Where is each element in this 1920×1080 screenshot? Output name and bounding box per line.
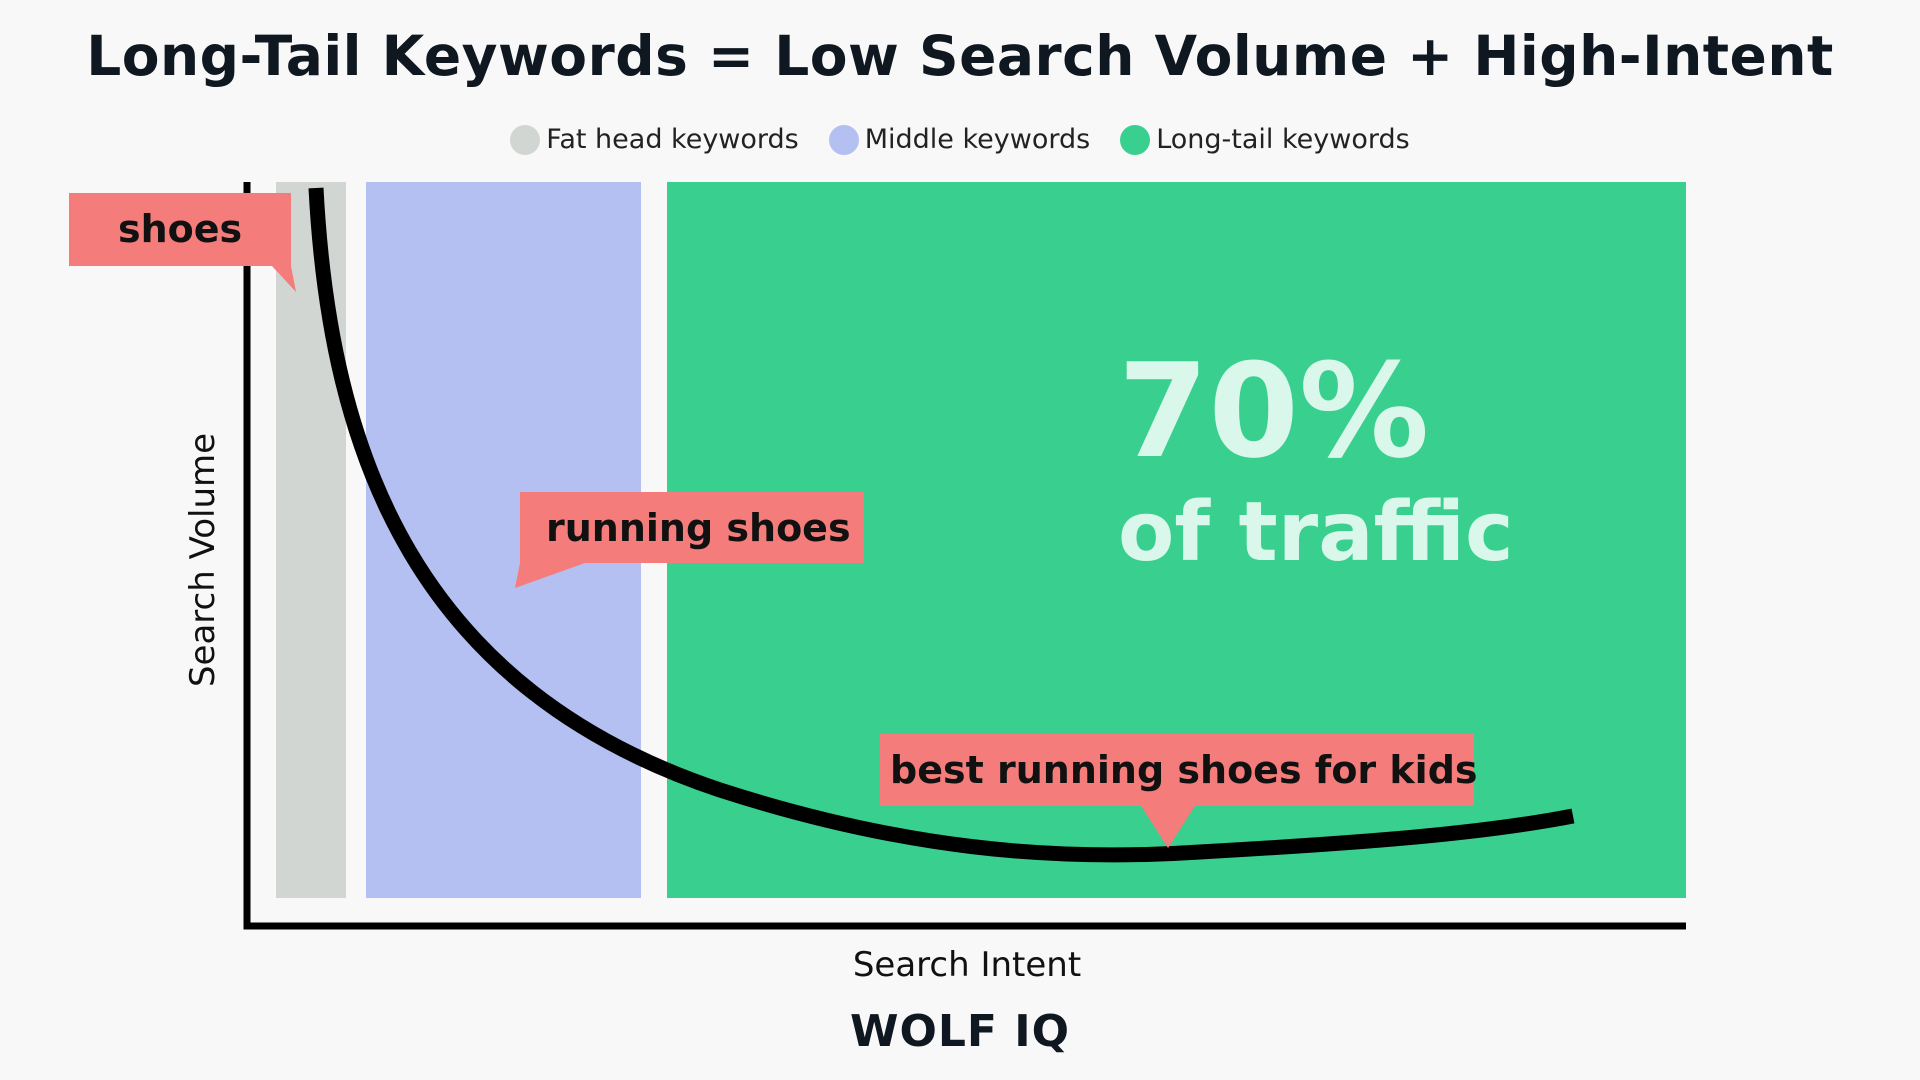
y-axis-label: Search Volume <box>183 433 223 687</box>
x-axis-label: Search Intent <box>853 945 1081 985</box>
highlight-value: 70% <box>1118 335 1429 487</box>
legend-swatch-middle <box>828 124 859 155</box>
legend-label-middle: Middle keywords <box>864 124 1091 155</box>
chart-legend: Fat head keywords Middle keywords Long-t… <box>0 124 1920 155</box>
page-title: Long-Tail Keywords = Low Search Volume +… <box>86 24 1834 88</box>
legend-label-long-tail: Long-tail keywords <box>1156 124 1410 155</box>
long-tail-curve <box>308 187 1575 863</box>
legend-item-fat-head: Fat head keywords <box>510 124 799 155</box>
chart-axes <box>243 182 1686 930</box>
callout-kids-box <box>880 734 1474 848</box>
callout-running-shoes-label: running shoes <box>546 506 851 550</box>
callout-running-shoes-box <box>515 492 864 588</box>
legend-swatch-long-tail <box>1120 124 1151 155</box>
legend-label-fat-head: Fat head keywords <box>546 124 799 155</box>
callout-shoes-box <box>69 193 296 292</box>
callout-kids-label: best running shoes for kids <box>890 748 1478 792</box>
legend-item-long-tail: Long-tail keywords <box>1120 124 1410 155</box>
highlight-text: of traffic <box>1118 485 1514 580</box>
legend-item-middle: Middle keywords <box>828 124 1091 155</box>
brand-logo: WOLF IQ <box>849 1006 1071 1057</box>
callout-shoes-label: shoes <box>118 207 242 251</box>
legend-swatch-fat-head <box>510 124 541 155</box>
region-fat-head <box>276 182 346 898</box>
